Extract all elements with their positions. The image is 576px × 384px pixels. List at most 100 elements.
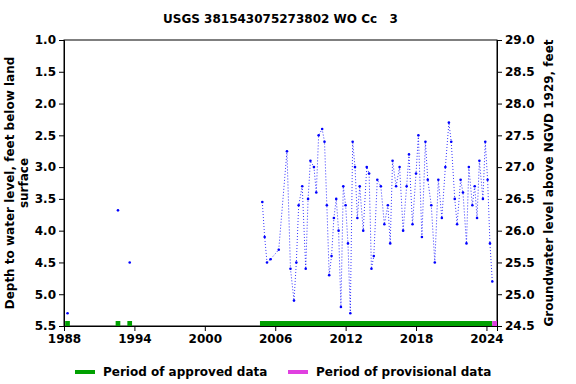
level-point xyxy=(340,306,343,309)
y2-axis-line xyxy=(498,41,503,327)
tick: 28.5 xyxy=(497,65,535,79)
y2-axis: 24.525.025.526.026.527.027.528.028.529.0 xyxy=(497,33,535,333)
tick-mark xyxy=(59,199,64,200)
level-point xyxy=(459,179,462,182)
legend-label: Period of approved data xyxy=(103,365,267,379)
tick-mark xyxy=(59,104,64,105)
level-point xyxy=(444,166,447,169)
tick-label: 24.5 xyxy=(505,319,535,333)
level-point xyxy=(368,172,371,175)
tick-label: 2.5 xyxy=(35,129,56,143)
tick: 2006 xyxy=(259,326,292,346)
tick-label: 3.0 xyxy=(35,160,56,174)
level-point xyxy=(471,204,474,207)
level-point xyxy=(269,258,272,261)
tick: 5.0 xyxy=(35,288,64,302)
tick: 26.0 xyxy=(497,224,535,238)
tick-mark xyxy=(416,326,417,331)
level-point xyxy=(478,159,481,162)
tick-label: 1.5 xyxy=(35,65,56,79)
level-point xyxy=(402,229,405,232)
tick-label: 1994 xyxy=(118,332,151,346)
legend-swatch xyxy=(288,370,308,374)
level-point xyxy=(321,128,324,131)
level-point xyxy=(263,236,266,239)
y-axis: 1.01.52.02.53.03.54.04.55.05.5 xyxy=(35,33,65,333)
level-point xyxy=(486,179,489,182)
level-point xyxy=(456,223,459,226)
tick-label: 27.5 xyxy=(505,129,535,143)
tick-label: 2.0 xyxy=(35,97,56,111)
tick: 5.5 xyxy=(35,319,64,333)
level-line xyxy=(262,123,492,314)
level-point xyxy=(297,204,300,207)
level-point xyxy=(491,280,494,283)
period-bar xyxy=(260,321,492,326)
level-point xyxy=(462,191,465,194)
tick-label: 26.0 xyxy=(505,224,535,238)
tick-mark xyxy=(497,40,502,41)
tick: 4.0 xyxy=(35,224,64,238)
tick-mark xyxy=(346,326,347,331)
tick: 2012 xyxy=(329,326,362,346)
level-point xyxy=(301,185,304,188)
tick-label: 5.5 xyxy=(35,319,56,333)
tick-mark xyxy=(497,294,502,295)
plot-area xyxy=(65,121,497,326)
tick-mark xyxy=(497,262,502,263)
level-point xyxy=(277,248,280,251)
level-point xyxy=(465,242,468,245)
tick-mark xyxy=(497,104,502,105)
tick: 25.0 xyxy=(497,288,535,302)
tick-label: 26.5 xyxy=(505,192,535,206)
level-point xyxy=(408,153,411,156)
y2-axis-title: Groundwater level above NGVD 1929, feet xyxy=(542,39,556,326)
legend-item: Period of approved data xyxy=(75,365,267,379)
level-point xyxy=(437,179,440,182)
tick-label: 1988 xyxy=(48,332,81,346)
level-point xyxy=(309,159,312,162)
level-point xyxy=(430,204,433,207)
tick: 25.5 xyxy=(497,256,535,270)
tick: 28.0 xyxy=(497,97,535,111)
level-point xyxy=(295,261,298,264)
legend-item: Period of provisional data xyxy=(288,365,491,379)
tick-mark xyxy=(497,72,502,73)
level-point xyxy=(482,198,485,201)
level-point xyxy=(351,140,354,143)
tick-label: 2012 xyxy=(329,332,362,346)
level-point xyxy=(333,217,336,220)
tick: 1.5 xyxy=(35,65,64,79)
x-axis-line xyxy=(65,327,498,332)
tick: 26.5 xyxy=(497,192,535,206)
tick: 3.0 xyxy=(35,160,64,174)
level-point xyxy=(380,185,383,188)
level-point xyxy=(370,268,373,271)
level-point xyxy=(344,204,347,207)
level-point xyxy=(417,134,420,137)
tick: 27.5 xyxy=(497,129,535,143)
level-point xyxy=(365,166,368,169)
tick: 2018 xyxy=(400,326,433,346)
tick-mark xyxy=(59,72,64,73)
level-point xyxy=(484,140,487,143)
period-bar xyxy=(127,321,132,326)
level-point xyxy=(317,134,320,137)
level-point xyxy=(441,217,444,220)
level-point xyxy=(337,229,340,232)
level-point xyxy=(476,217,479,220)
tick: 2.5 xyxy=(35,129,64,143)
tick-label: 2024 xyxy=(470,332,503,346)
y-axis-line xyxy=(59,41,65,327)
tick: 27.0 xyxy=(497,160,535,174)
period-bar xyxy=(116,321,121,326)
level-point xyxy=(313,166,316,169)
tick: 4.5 xyxy=(35,256,64,270)
tick-mark xyxy=(59,167,64,168)
tick-label: 28.0 xyxy=(505,97,535,111)
x-axis: 1988 1994 2000 2006 2012 2018 2024 xyxy=(48,326,504,346)
tick-label: 4.0 xyxy=(35,224,56,238)
tick-label: 27.0 xyxy=(505,160,535,174)
tick-label: 2000 xyxy=(189,332,222,346)
tick-label: 4.5 xyxy=(35,256,56,270)
